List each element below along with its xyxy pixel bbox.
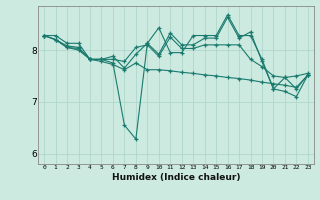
- X-axis label: Humidex (Indice chaleur): Humidex (Indice chaleur): [112, 173, 240, 182]
